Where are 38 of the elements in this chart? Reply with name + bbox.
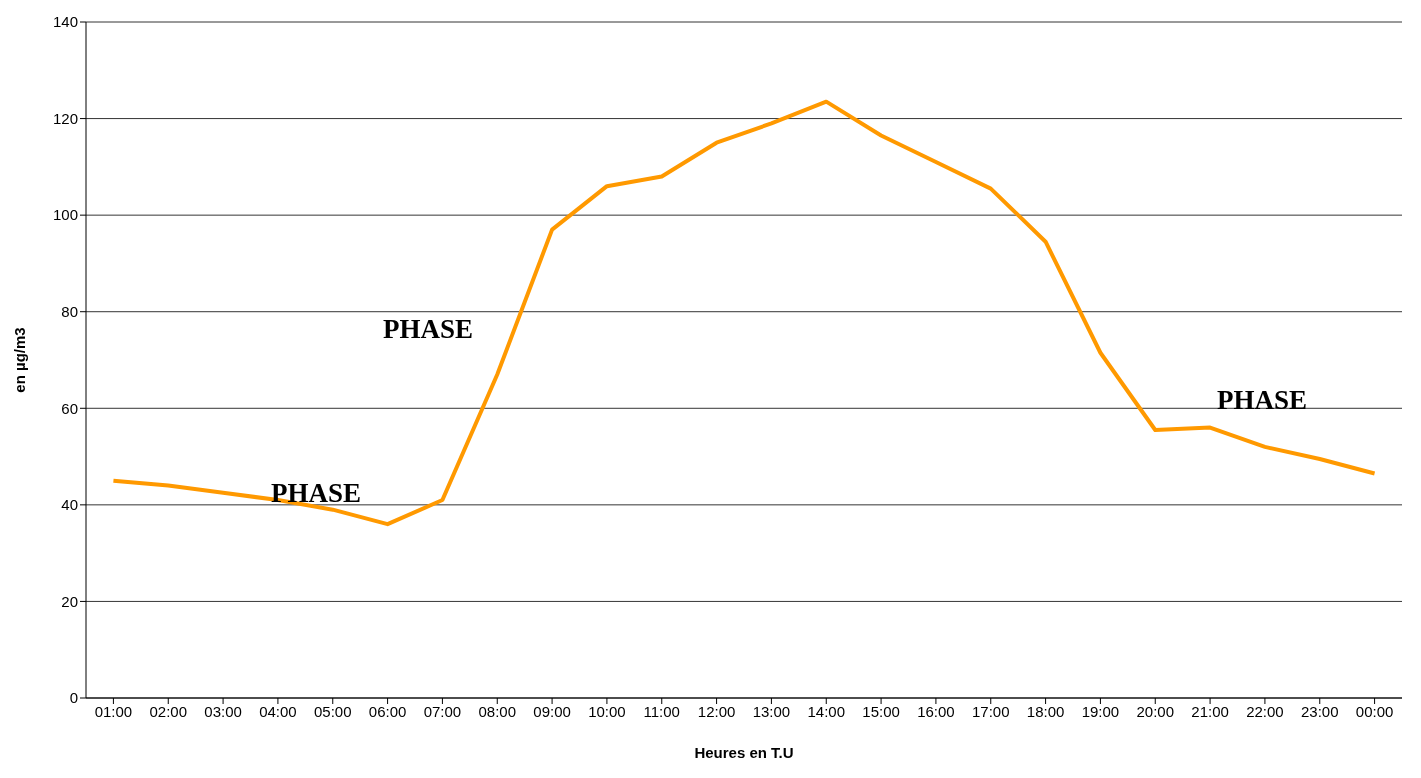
annotation: PHASE [383, 314, 474, 345]
x-tick-label: 02:00 [149, 702, 188, 720]
y-tick-label: 120 [52, 109, 78, 127]
y-tick-label: 20 [61, 592, 78, 610]
x-axis-title: Heures en T.U [694, 744, 794, 761]
x-tick-label: 08:00 [478, 702, 517, 720]
y-tick-label: 60 [61, 399, 78, 417]
y-tick-label: 40 [61, 496, 78, 514]
x-tick-label: 18:00 [1026, 702, 1065, 720]
annotation: PHASE [1217, 385, 1308, 416]
y-tick-label: 140 [52, 13, 78, 31]
x-tick-label: 10:00 [588, 702, 626, 720]
x-tick-label: 15:00 [862, 702, 900, 720]
x-tick-label: 16:00 [917, 702, 955, 720]
x-tick-label: 03:00 [204, 702, 242, 720]
x-tick-label: 01:00 [94, 702, 133, 720]
y-tick-label: 100 [52, 206, 78, 224]
x-tick-label: 17:00 [971, 702, 1010, 720]
x-tick-label: 22:00 [1246, 702, 1284, 720]
x-tick-label: 13:00 [752, 702, 791, 720]
x-tick-label: 14:00 [807, 702, 846, 720]
x-tick-label: 09:00 [533, 702, 571, 720]
x-tick-label: 11:00 [643, 702, 680, 720]
x-tick-label: 05:00 [313, 702, 352, 720]
line-series [111, 99, 1377, 527]
annotation: PHASE [271, 478, 362, 509]
x-tick-label: 23:00 [1300, 702, 1339, 720]
x-tick-label: 00:00 [1355, 702, 1394, 720]
y-axis-title: en µg/m3 [11, 327, 29, 393]
x-tick-label: 04:00 [259, 702, 297, 720]
x-tick-label: 20:00 [1136, 702, 1175, 720]
x-tick-label: 07:00 [423, 702, 462, 720]
x-tick-label: 21:00 [1191, 702, 1229, 720]
y-tick-label: 0 [69, 689, 78, 707]
x-tick-label: 19:00 [1081, 702, 1120, 720]
x-tick-label: 06:00 [368, 702, 407, 720]
x-tick-label: 12:00 [697, 702, 736, 720]
y-tick-label: 80 [61, 303, 78, 321]
